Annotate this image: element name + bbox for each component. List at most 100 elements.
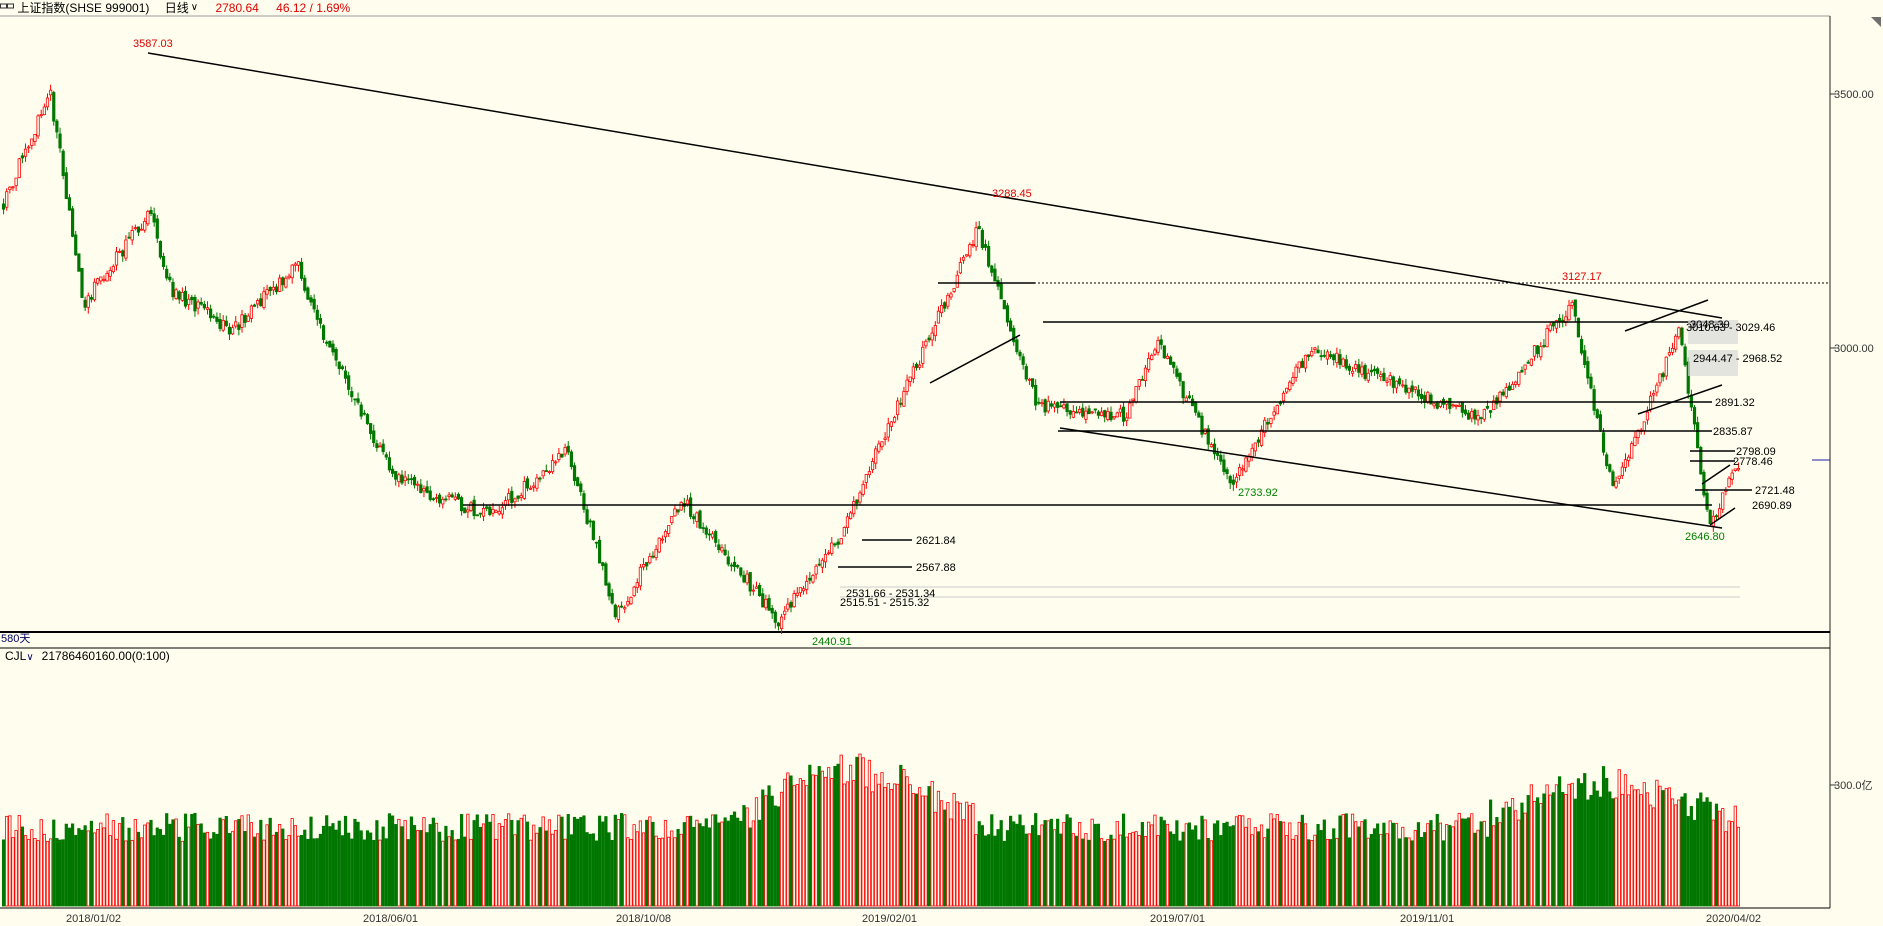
volume-bar [1463, 818, 1468, 907]
candle-body [1059, 405, 1063, 408]
candle-body [1081, 407, 1085, 417]
candle-body [1200, 415, 1204, 435]
trend-lines[interactable] [147, 52, 1830, 598]
volume-bar [400, 826, 404, 907]
volume-bar [1328, 839, 1333, 907]
volume-bar [1109, 834, 1113, 907]
volume-bar [685, 816, 690, 907]
candle-body [340, 366, 344, 369]
candle-body [1623, 459, 1628, 468]
candle-body [42, 106, 46, 115]
candle-body [921, 346, 925, 364]
volume-bars [1, 753, 1741, 907]
candle-body [783, 610, 787, 615]
candle-body [466, 509, 470, 513]
candle-body [1642, 421, 1646, 432]
candle-body [1206, 428, 1210, 445]
volume-bar [1639, 794, 1643, 907]
link-icon[interactable] [0, 0, 14, 16]
candle-body [576, 477, 580, 487]
candle-body [1234, 476, 1239, 483]
volume-indicator-name[interactable]: CJL [5, 649, 27, 663]
candle-body [1027, 378, 1032, 381]
volume-bar [331, 823, 335, 907]
volume-bar [312, 838, 316, 907]
candle-body [1228, 475, 1232, 484]
panel-corner-icon[interactable] [1871, 17, 1881, 27]
volume-bar [456, 838, 461, 907]
candle-body [1294, 366, 1298, 378]
volume-bar [422, 817, 426, 907]
candle-body [1736, 468, 1741, 471]
candle-body [45, 97, 50, 108]
volume-bar [27, 838, 31, 907]
candle-body [187, 298, 191, 306]
y-tick-3000: 3000.00 [1834, 343, 1874, 355]
volume-bar [569, 834, 573, 907]
volume-bar [892, 783, 897, 907]
candle-body [971, 244, 975, 246]
candle-body [1598, 414, 1602, 431]
candle-body [447, 494, 451, 497]
candle-body [823, 553, 828, 563]
chevron-down-icon[interactable]: ∨ [26, 652, 34, 663]
candle-body [632, 586, 636, 596]
candle-body [1733, 468, 1737, 471]
candle-body [372, 430, 376, 444]
volume-bar [1178, 840, 1182, 907]
volume-bar [510, 819, 514, 907]
candle-body [961, 256, 966, 261]
volume-bar [177, 836, 181, 907]
candle-body [394, 471, 398, 480]
volume-bar [1627, 794, 1631, 907]
volume-bar [742, 805, 746, 907]
volume-bar [80, 829, 84, 907]
volume-bar [1360, 821, 1364, 907]
candle-body [761, 593, 765, 608]
volume-bar [390, 815, 395, 907]
candle-body [714, 531, 718, 543]
candle-body [510, 490, 514, 503]
volume-bar [1554, 784, 1559, 907]
candle-body [1002, 300, 1006, 310]
candle-body [171, 281, 175, 298]
volume-bar [544, 830, 548, 907]
candle-body [300, 261, 304, 279]
volume-bar [955, 801, 959, 907]
volume-bar [441, 840, 445, 907]
candle-body [1545, 328, 1549, 348]
candle-body [1498, 391, 1502, 402]
candle-body [20, 155, 24, 159]
volume-bar [1736, 826, 1741, 907]
volume-bar [1680, 796, 1684, 907]
candle-body [1222, 459, 1226, 472]
candle-body [933, 325, 937, 337]
candle-body [1614, 480, 1618, 488]
candle-body [290, 264, 294, 279]
volume-bar [827, 767, 831, 907]
volume-bar [1153, 814, 1157, 907]
volume-bar [265, 824, 269, 907]
level-label: 2621.84 [916, 535, 956, 547]
volume-bar [1206, 837, 1210, 907]
candle-body [105, 272, 109, 282]
candle-body [356, 398, 360, 403]
candle-body [102, 278, 106, 281]
period-selector[interactable]: 日线 ∨ [165, 0, 198, 16]
candle-body [1316, 349, 1320, 354]
volume-bar [381, 826, 385, 907]
volume-bar [1197, 839, 1201, 907]
volume-bar [171, 819, 175, 907]
candle-body [136, 226, 141, 233]
volume-bar [820, 770, 824, 907]
volume-bar [1074, 835, 1079, 907]
candle-body [1658, 373, 1662, 384]
candle-body [422, 487, 426, 492]
candle-body [572, 465, 577, 481]
level-label: 2798.09 [1736, 446, 1776, 458]
volume-bar [221, 819, 225, 907]
candle-body [958, 262, 963, 274]
volume-bar [1190, 829, 1195, 907]
candle-body [946, 294, 950, 307]
